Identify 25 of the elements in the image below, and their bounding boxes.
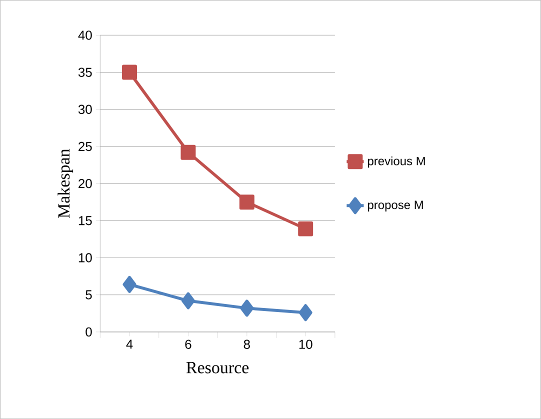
y-tick-label: 20 [78, 178, 92, 188]
point [298, 304, 312, 322]
point [180, 144, 196, 160]
y-tick-label: 25 [78, 142, 92, 152]
x-tick-label: 4 [126, 340, 133, 349]
legend-label: propose M [368, 200, 423, 212]
x-tick-label: 10 [299, 340, 312, 349]
point [122, 276, 136, 293]
y-tick-label: 30 [78, 104, 92, 114]
x-tick-label: 6 [185, 340, 192, 349]
y-axis-title: Makespan [58, 148, 74, 218]
y-tick-label: 35 [78, 68, 92, 77]
point [298, 221, 314, 236]
legend-label: previous M [368, 156, 425, 168]
x-axis-title: Resource [186, 362, 249, 374]
point [181, 292, 195, 310]
y-tick-label: 40 [78, 30, 92, 40]
point [122, 64, 137, 80]
point [240, 300, 254, 317]
x-tick-label: 8 [244, 340, 250, 349]
point [239, 194, 254, 210]
y-tick-label: 5 [86, 290, 92, 300]
y-tick-label: 0 [86, 327, 92, 336]
y-tick-label: 10 [78, 253, 92, 262]
y-tick-label: 15 [78, 216, 92, 226]
